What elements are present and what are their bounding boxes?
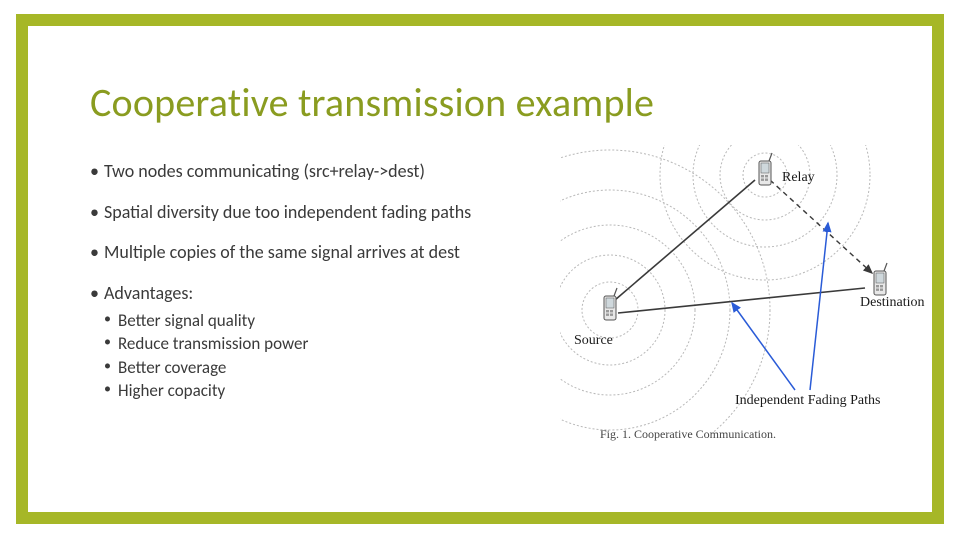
label-relay: Relay (782, 170, 815, 186)
sub-bullet-item: Better signal quality (104, 310, 570, 331)
sub-bullet-item: Reduce transmission power (104, 333, 570, 354)
content-block: Two nodes communicating (src+relay->dest… (90, 160, 570, 419)
slide: Cooperative transmission example Two nod… (0, 0, 960, 540)
bullet-item: Spatial diversity due too independent fa… (90, 201, 570, 224)
arrow-fading-2 (810, 223, 828, 390)
bullet-item: Advantages: Better signal quality Reduce… (90, 282, 570, 402)
diagram-svg (560, 145, 930, 435)
slide-title: Cooperative transmission example (90, 78, 654, 127)
label-destination: Destination (860, 295, 925, 311)
diagram: Source Relay Destination Independent Fad… (560, 145, 930, 435)
bullet-item: Two nodes communicating (src+relay->dest… (90, 160, 570, 183)
sub-bullet-item: Better coverage (104, 357, 570, 378)
label-fading-paths: Independent Fading Paths (735, 393, 880, 409)
bullet-list: Two nodes communicating (src+relay->dest… (90, 160, 570, 401)
bullet-text: Advantages: (104, 282, 193, 304)
bullet-item: Multiple copies of the same signal arriv… (90, 241, 570, 264)
figure-caption: Fig. 1. Cooperative Communication. (600, 427, 776, 442)
arrow-fading-1 (732, 303, 795, 390)
link-source-dest (618, 288, 865, 313)
phone-relay-icon (759, 153, 772, 185)
phone-source-icon (604, 288, 617, 320)
phone-destination-icon (874, 263, 887, 295)
label-source: Source (574, 333, 613, 349)
sub-bullet-item: Higher copacity (104, 380, 570, 401)
sub-list: Better signal quality Reduce transmissio… (104, 310, 570, 401)
